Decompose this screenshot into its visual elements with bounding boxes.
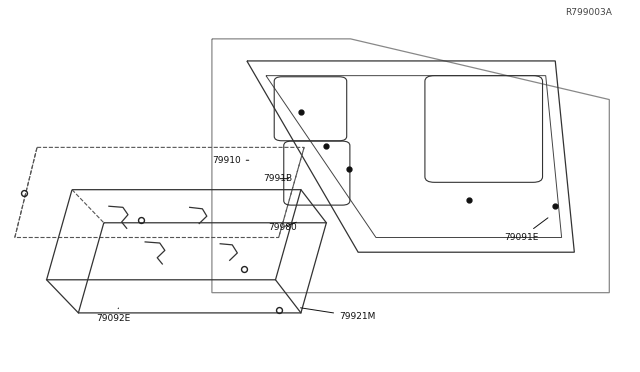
- Text: 79921M: 79921M: [301, 308, 376, 321]
- Text: 79980: 79980: [268, 222, 296, 232]
- Text: R799003A: R799003A: [566, 8, 612, 17]
- Text: 79910: 79910: [212, 156, 249, 165]
- Text: 7991B: 7991B: [263, 174, 292, 183]
- Text: 79092E: 79092E: [96, 308, 131, 323]
- Text: 79091E: 79091E: [504, 218, 548, 242]
